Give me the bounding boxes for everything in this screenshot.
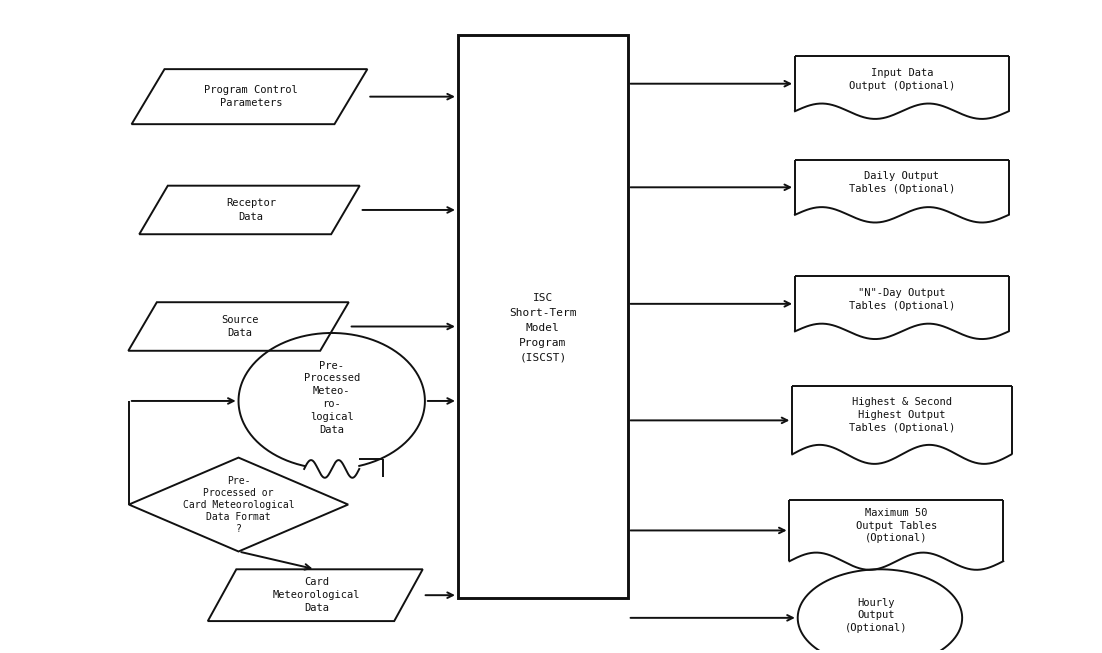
Polygon shape [139, 185, 359, 234]
Text: Pre-
Processed or
Card Meteorological
Data Format
?: Pre- Processed or Card Meteorological Da… [183, 475, 294, 534]
Text: Input Data
Output (Optional): Input Data Output (Optional) [849, 68, 955, 91]
Text: Receptor
Data: Receptor Data [226, 199, 276, 221]
Text: Card
Meteorological
Data: Card Meteorological Data [273, 577, 360, 613]
Text: Daily Output
Tables (Optional): Daily Output Tables (Optional) [849, 172, 955, 195]
Polygon shape [129, 458, 348, 552]
Text: Highest & Second
Highest Output
Tables (Optional): Highest & Second Highest Output Tables (… [849, 397, 955, 433]
Text: Pre-
Processed
Meteo-
ro-
logical
Data: Pre- Processed Meteo- ro- logical Data [303, 360, 360, 434]
Text: ISC
Short-Term
Model
Program
(ISCST): ISC Short-Term Model Program (ISCST) [509, 293, 576, 362]
Text: Program Control
Parameters: Program Control Parameters [204, 85, 298, 108]
Polygon shape [128, 302, 348, 351]
Polygon shape [131, 69, 367, 124]
Polygon shape [798, 569, 962, 653]
Text: "N"-Day Output
Tables (Optional): "N"-Day Output Tables (Optional) [849, 288, 955, 311]
Polygon shape [238, 333, 425, 469]
Bar [457, 35, 628, 598]
Polygon shape [208, 569, 423, 621]
Text: Maximum 50
Output Tables
(Optional): Maximum 50 Output Tables (Optional) [856, 508, 937, 543]
Text: Hourly
Output
(Optional): Hourly Output (Optional) [844, 597, 907, 633]
Text: Source
Data: Source Data [222, 315, 259, 338]
